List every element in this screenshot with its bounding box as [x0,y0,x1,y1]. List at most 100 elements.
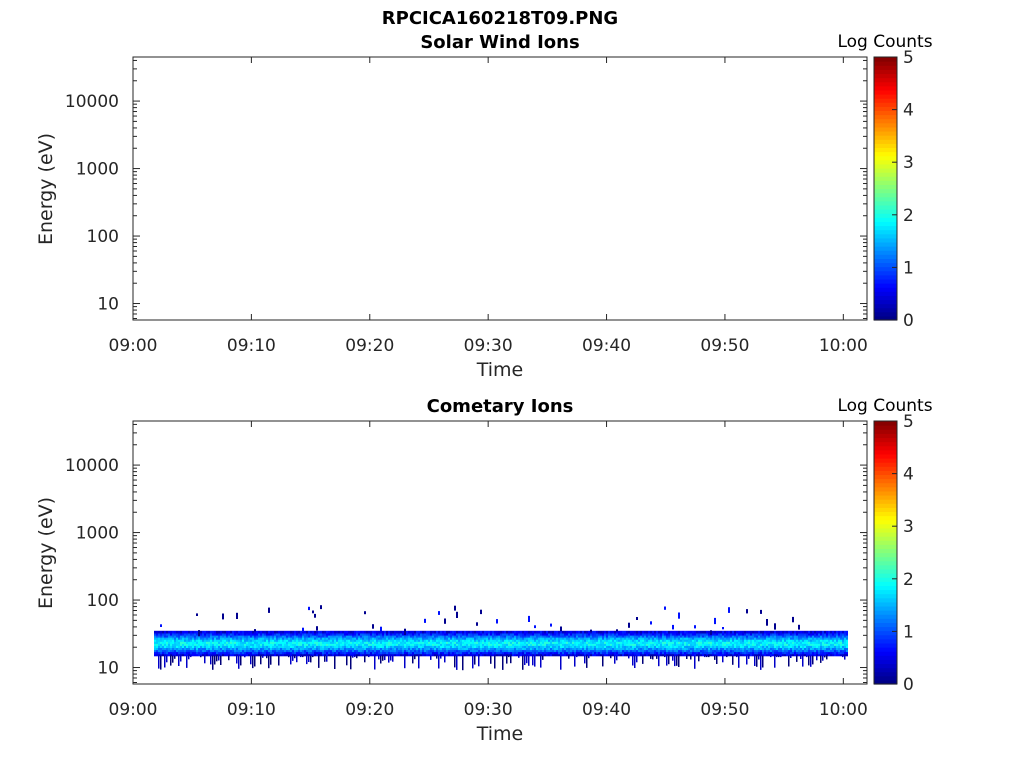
spectrogram-cell [286,632,288,636]
spectrogram-cell [512,647,514,651]
spectrogram-cell [462,634,464,638]
spectrogram-cell [282,645,284,648]
spectrogram-cell [390,651,392,655]
spectrogram-cell [224,637,226,640]
spectrogram-cell [314,639,316,642]
spectrogram-cell [532,653,534,657]
spectrogram-cell [726,634,728,638]
spectrogram-cell [334,632,336,636]
spectrogram-cell [388,632,390,636]
spectrogram-cell [282,651,284,655]
spectrogram-cell [286,643,288,646]
spectrogram-cell [356,639,358,642]
spectrogram-cell [728,645,730,648]
spectrogram-cell [716,643,718,646]
spectrogram-cell [830,649,832,653]
spectrogram-cell [366,634,368,638]
spectrogram-cell [624,643,626,646]
spectrogram-cell [590,632,592,636]
spectrogram-cell [790,630,792,634]
spectrogram-cell [784,647,786,651]
spectrogram-cell [388,641,390,644]
spectrogram-cell [410,643,412,646]
spectrogram-cell [244,649,246,653]
spectrogram-cell [646,649,648,653]
spectrogram-cell [372,641,374,644]
spectrogram-cell [628,641,630,644]
spectrogram-cell [634,630,636,634]
spectrogram-cell [226,639,228,642]
spectrogram-cell [698,632,700,636]
spectrogram-cell [604,641,606,644]
spectrogram-cell [210,653,212,657]
spectrogram-cell [790,649,792,653]
colorbar-segment [874,445,897,451]
spectrogram-cell [626,641,628,644]
spectrogram-cell [208,634,210,638]
spectrogram-cell [754,643,756,646]
spectrogram-cell [638,639,640,642]
spectrogram-cell [668,645,670,648]
spectrogram-cell [274,643,276,646]
spectrogram-cell [674,641,676,644]
spectrogram-cell [538,649,540,653]
spectrogram-cell [608,641,610,644]
spectrogram-cell [328,637,330,640]
spectrogram-cell [288,651,290,655]
spectrogram-cell [368,643,370,646]
spectrogram-cell [654,645,656,648]
spectrogram-cell [518,655,520,658]
spectrogram-cell [786,643,788,646]
spectrogram-cell [160,634,162,638]
spectrogram-cell [228,655,230,661]
spectrogram-cell [316,645,318,648]
spectrogram-cell [154,649,156,653]
spectrogram-cell [768,653,770,657]
spectrogram-cell [436,641,438,644]
spectrogram-cell [382,639,384,642]
spectrogram-cell [670,630,672,634]
spectrogram-cell [554,643,556,646]
spectrogram-cell [544,643,546,646]
x-tick-label: 09:30 [464,336,513,356]
spectrogram-cell [482,653,484,657]
spectrogram-cell [526,643,528,646]
spectrogram-cell [496,647,498,651]
spectrogram-cell [254,639,256,642]
spectrogram-cell [380,630,382,634]
spectrogram-cell [718,645,720,648]
spectrogram-cell [538,643,540,646]
spectrogram-cell [446,639,448,642]
spectrogram-cell [428,639,430,642]
spectrogram-cell [354,637,356,640]
spectrogram-cell [194,645,196,648]
spectrogram-cell [268,637,270,640]
spectrogram-cell [336,653,338,657]
colorbar-segment [874,204,897,210]
spectrogram-cell [760,637,762,640]
spectrogram-cell [610,630,612,634]
spectrogram-cell [808,639,810,642]
spectrogram-cell [438,645,440,648]
spectrogram-cell [700,634,702,638]
spectrogram-cell [294,641,296,644]
spectrogram-cell [270,653,272,657]
spectrogram-cell [244,647,246,651]
spectrogram-cell [600,630,602,634]
spectrogram-cell [602,645,604,648]
spectrogram-cell [380,647,382,651]
spectrogram-cell [780,649,782,653]
spectrogram-cell [242,632,244,636]
spectrogram-cell [322,649,324,653]
spectrogram-cell [482,634,484,638]
spectrogram-cell [314,647,316,651]
spectrogram-cell [514,649,516,653]
spectrogram-cell [434,653,436,657]
spectrogram-cell [458,630,460,634]
spectrogram-cell [718,630,720,634]
spectrogram-cell [832,630,834,634]
spectrogram-cell [182,634,184,638]
spectrogram-cell [694,634,696,638]
spectrogram-cell [374,639,376,642]
spectrogram-cell [742,641,744,644]
